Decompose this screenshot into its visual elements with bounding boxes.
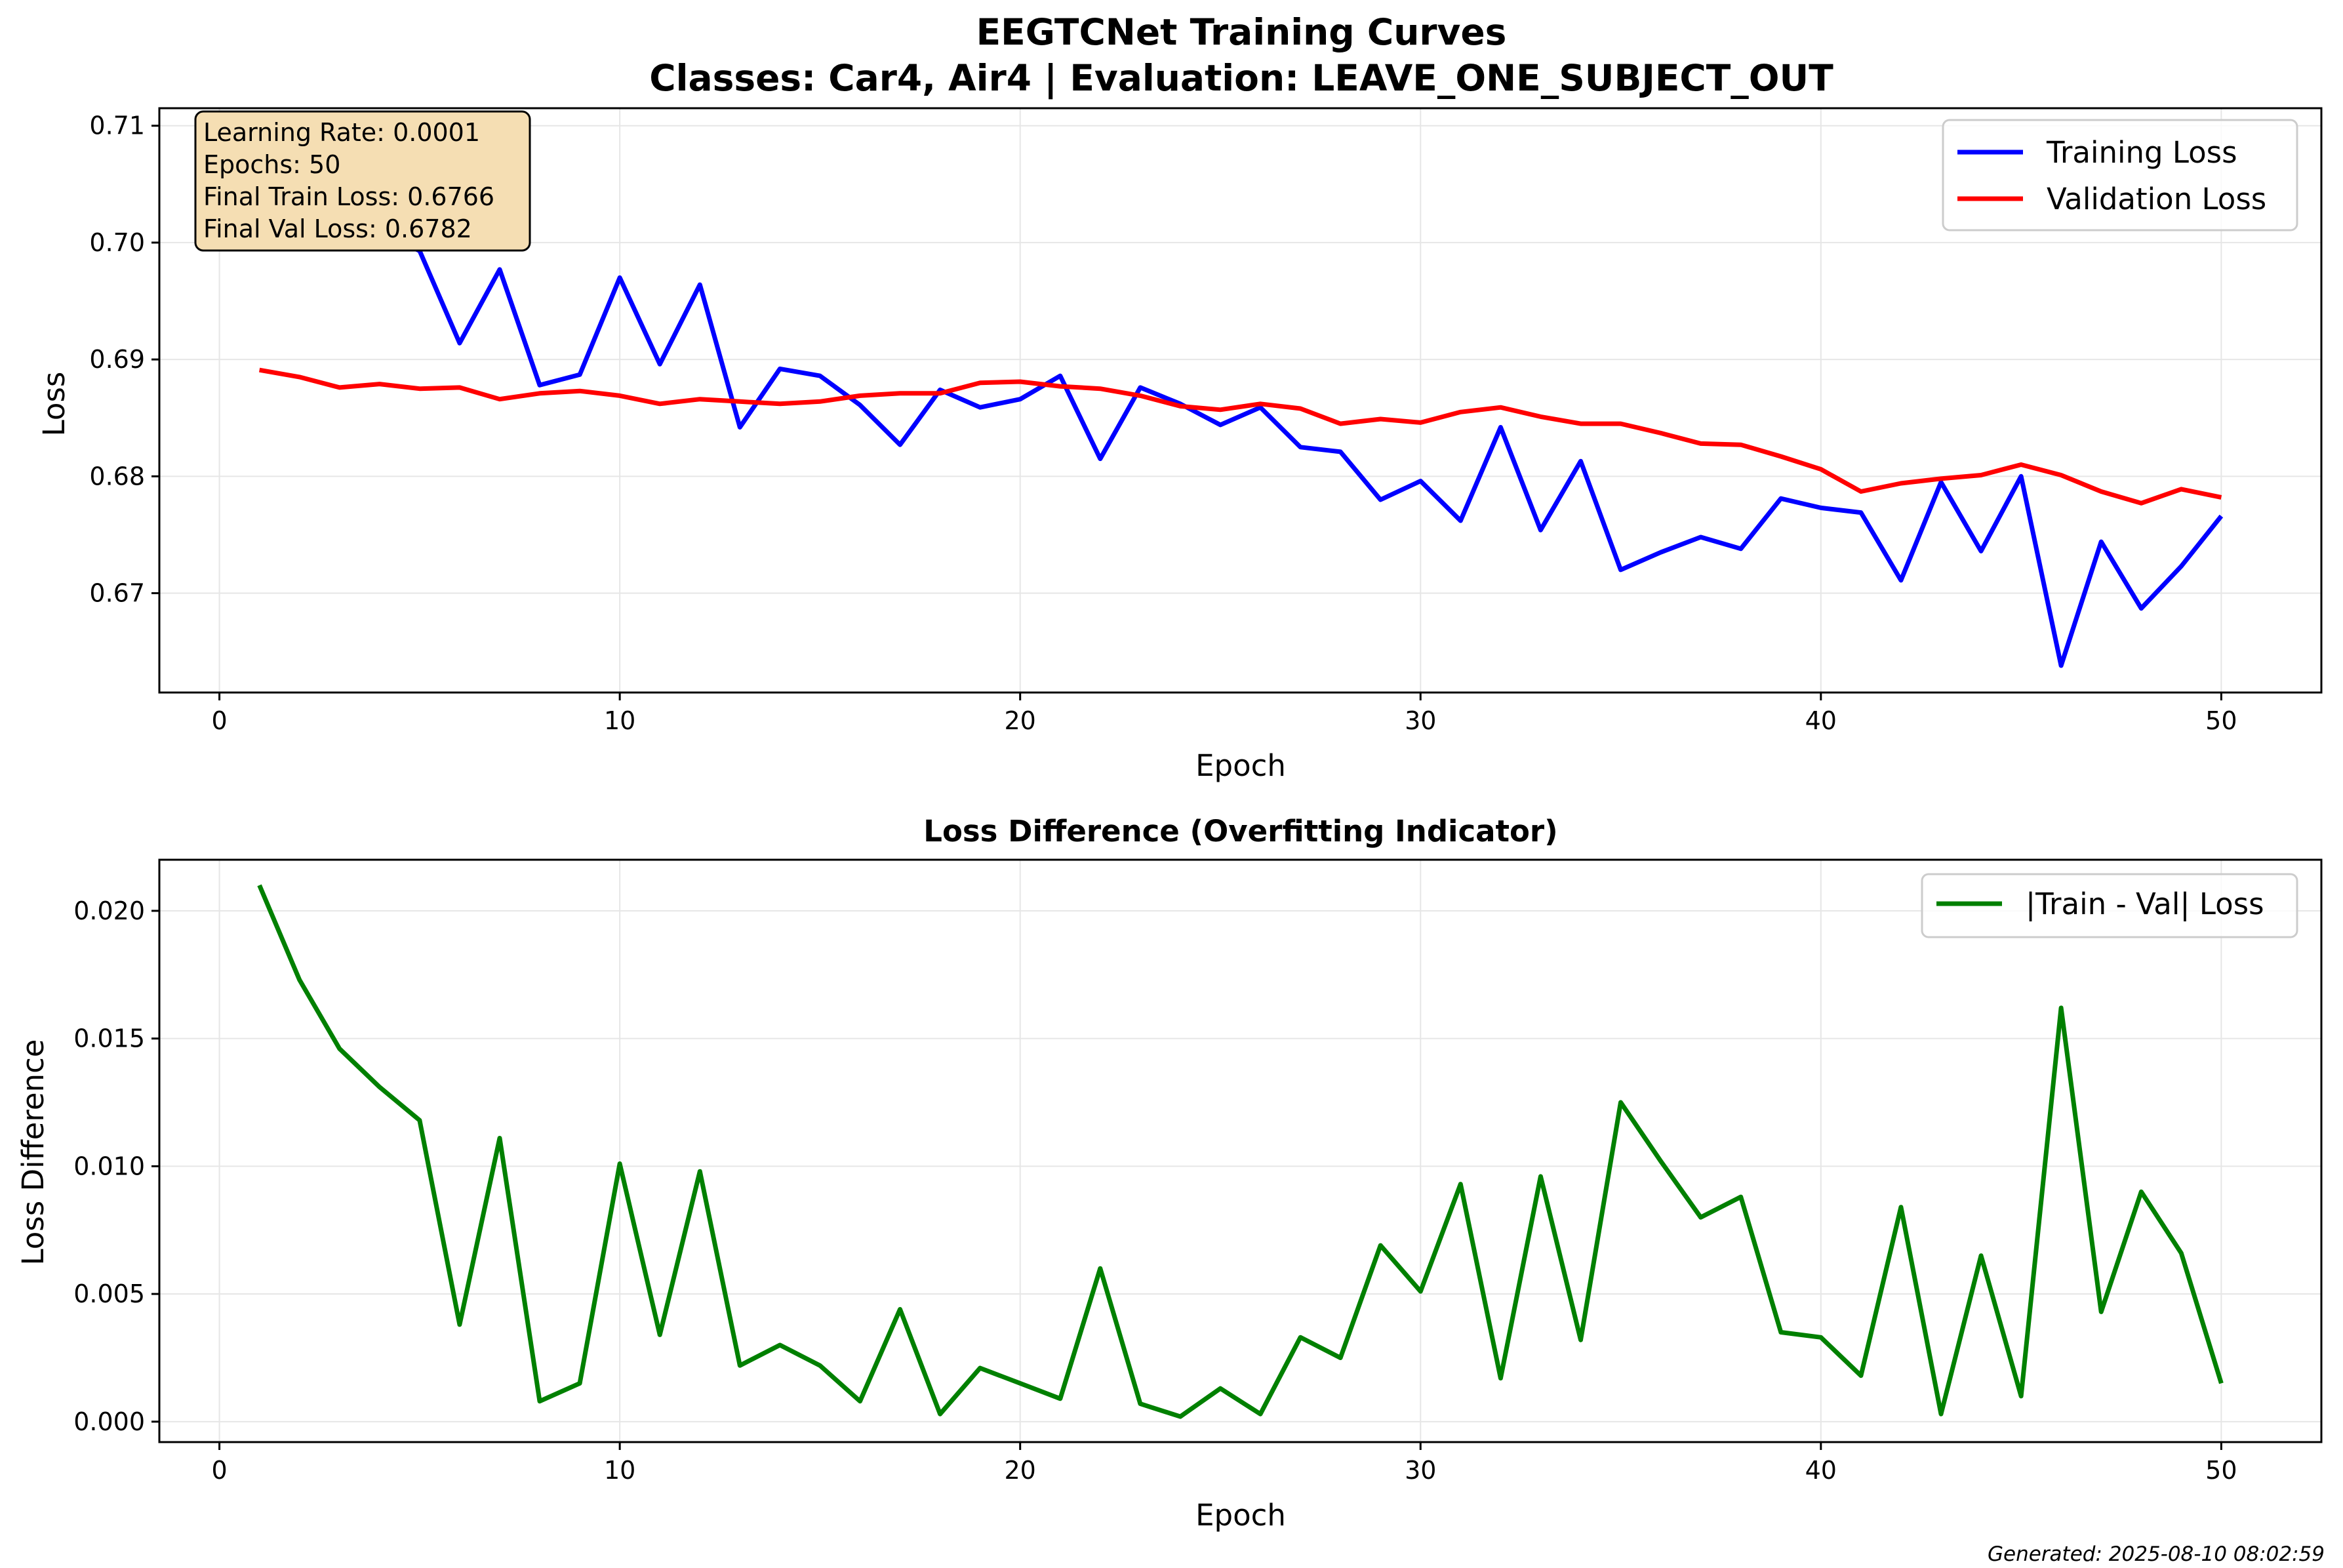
y-tick-label: 0.000: [73, 1407, 145, 1436]
loss-plot: 0 10 20 30 40 50 0.67 0.68 0.69 0.70 0.71 Epoch Lo…: [37, 107, 2323, 783]
x-tick-label: 40: [1805, 1456, 1837, 1485]
loss-difference-title: Loss Difference (Overfitting Indicator): [923, 814, 1557, 849]
series-line-validation-loss: [258, 367, 2222, 506]
info-box: Learning Rate: 0.0001 Epochs: 50 Final T…: [194, 110, 531, 252]
loss-plot-legend-box: [1942, 119, 2298, 231]
loss-plot-lines: [257, 124, 2224, 668]
y-tick-label: 0.015: [73, 1024, 145, 1053]
x-tick-label: 20: [1005, 706, 1036, 735]
loss-difference-plot: Loss Difference (Overfitting Indicator) …: [16, 814, 2323, 1533]
series-line-train-val-loss: [257, 884, 2224, 1419]
loss-difference-legend: |Train - Val| Loss: [1921, 873, 2298, 938]
series-line-training-loss: [257, 124, 2224, 668]
x-tick-label: 30: [1405, 706, 1436, 735]
figure-subtitle: Classes: Car4, Air4 | Evaluation: LEAVE_…: [649, 57, 1833, 100]
x-tick-label: 0: [211, 706, 227, 735]
y-tick-label: 0.71: [89, 111, 145, 140]
info-box-background: [194, 110, 531, 252]
loss-plot-frame: [158, 107, 2323, 694]
figure-title: EEGTCNet Training Curves: [976, 11, 1507, 53]
loss-difference-legend-box: [1921, 873, 2298, 938]
loss-difference-grid: [159, 860, 2321, 1442]
x-tick-label: 0: [211, 1456, 227, 1485]
x-tick-label: 30: [1405, 1456, 1436, 1485]
y-tick-label: 0.68: [89, 462, 145, 491]
loss-difference-xlabel: Epoch: [1195, 1498, 1286, 1533]
x-tick-label: 50: [2205, 1456, 2237, 1485]
loss-plot-xlabel: Epoch: [1195, 748, 1286, 783]
y-tick-label: 0.69: [89, 345, 145, 374]
y-tick-label: 0.005: [73, 1279, 145, 1308]
x-tick-label: 10: [604, 706, 635, 735]
x-tick-label: 10: [604, 1456, 635, 1485]
loss-plot-ticks: 0 10 20 30 40 50 0.67 0.68 0.69 0.70 0.71: [89, 111, 2237, 735]
y-tick-label: 0.70: [89, 228, 145, 257]
loss-difference-frame: [158, 858, 2323, 1443]
legend-training-loss-label: Training Loss: [2046, 135, 2237, 170]
loss-difference-ticks: 0 10 20 30 40 50 0.000 0.005 0.010 0.015 0.020: [73, 896, 2237, 1485]
loss-difference-lines: [257, 884, 2224, 1419]
legend-validation-loss-label: Validation Loss: [2047, 182, 2266, 216]
x-tick-label: 50: [2205, 706, 2237, 735]
y-tick-label: 0.020: [73, 896, 145, 925]
generated-timestamp: Generated: 2025-08-10 08:02:59: [1988, 1542, 2325, 1566]
x-tick-label: 40: [1805, 706, 1837, 735]
info-box-final-val-loss: Final Val Loss: 0.6782: [203, 214, 472, 243]
y-tick-label: 0.010: [73, 1152, 145, 1180]
loss-plot-ylabel: Loss: [37, 372, 71, 437]
info-box-learning-rate: Learning Rate: 0.0001: [203, 118, 480, 147]
loss-difference-ylabel: Loss Difference: [16, 1039, 50, 1266]
x-tick-label: 20: [1005, 1456, 1036, 1485]
info-box-final-train-loss: Final Train Loss: 0.6766: [203, 182, 494, 211]
y-tick-label: 0.67: [89, 579, 145, 608]
info-box-epochs: Epochs: 50: [203, 150, 340, 179]
loss-plot-legend: Training Loss Validation Loss: [1942, 119, 2298, 231]
legend-diff-label: |Train - Val| Loss: [2026, 887, 2264, 921]
